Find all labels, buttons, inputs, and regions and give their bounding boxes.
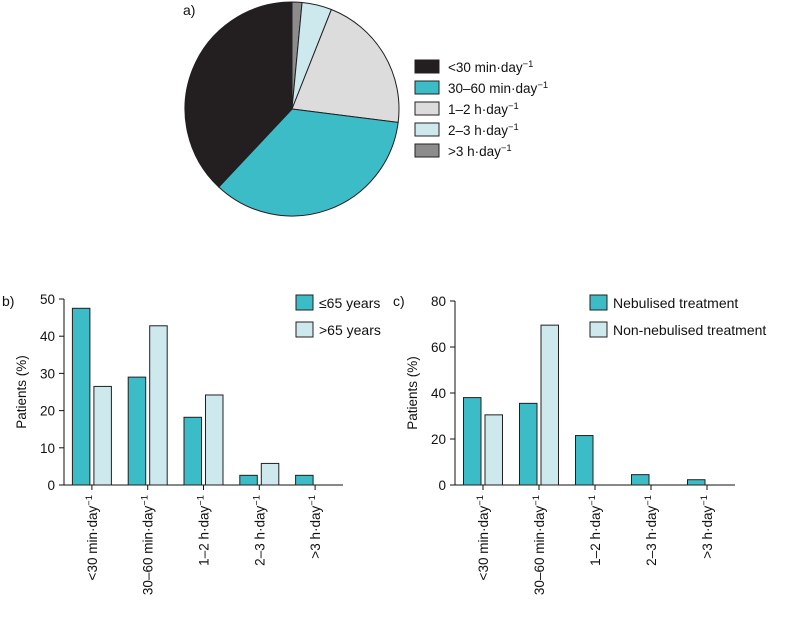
bar-le-65-years-2-3-h-day bbox=[239, 474, 258, 486]
x-tick-label-gt-3-h-day: >3 h·day−1 bbox=[699, 495, 716, 559]
legend-label-le-65-years: ≤65 years bbox=[319, 295, 380, 311]
x-tick-label-2-3-h-day: 2–3 h·day−1 bbox=[251, 495, 268, 566]
bar-chart-treatment-panel: c) 0 20 40 60 80 Patients (%) <30 min·day−1 30–… bbox=[393, 293, 766, 595]
bar-chart-age-panel: b) 0 10 20 30 40 50 Patients (%) <30 min·day−1 3… bbox=[2, 292, 381, 595]
x-tick-label-2-3-h-day: 2–3 h·day−1 bbox=[643, 495, 660, 566]
legend-swatch-gt-65-years bbox=[295, 321, 314, 338]
x-tick-label-gt-3-h-day: >3 h·day−1 bbox=[307, 495, 324, 559]
y-tick-label: 30 bbox=[40, 366, 55, 381]
pie-legend-swatch-1-2-h-day bbox=[414, 101, 440, 116]
panel-label-c: c) bbox=[393, 293, 405, 309]
y-tick-label: 40 bbox=[40, 329, 55, 344]
bar-le-65-years-gt-3-h-day bbox=[295, 474, 314, 486]
y-tick-label: 80 bbox=[431, 294, 446, 309]
legend-label-nebulised-treatment: Nebulised treatment bbox=[613, 295, 738, 311]
pie-chart-panel: a) <30 min·day−1 30–60 min·day−1 1–2 h·day… bbox=[183, 1, 548, 217]
bar-gt-65-years-2-3-h-day bbox=[260, 462, 280, 486]
bar-non-nebulised-treatment-lt-30-min-day bbox=[484, 414, 503, 486]
y-tick-label: 60 bbox=[431, 340, 446, 355]
pie-slices bbox=[184, 1, 400, 217]
x-tick-label-lt-30-min-day: <30 min·day−1 bbox=[83, 495, 100, 580]
pie-legend-swatch-lt-30-min-day bbox=[414, 59, 440, 74]
y-tick-label: 20 bbox=[40, 404, 55, 419]
bar-nebulised-treatment-gt-3-h-day bbox=[687, 479, 706, 486]
panel-label-a: a) bbox=[183, 2, 195, 18]
pie-slice-lt-30-min-day bbox=[184, 1, 293, 188]
bar-nebulised-treatment-30-60-min-day bbox=[519, 402, 538, 486]
bar-gt-65-years-30-60-min-day bbox=[149, 325, 168, 486]
x-tick-label-30-60-min-day: 30–60 min·day−1 bbox=[139, 495, 156, 595]
bar-non-nebulised-treatment-30-60-min-day bbox=[540, 324, 559, 486]
y-axis-label: Patients (%) bbox=[405, 356, 420, 430]
pie-legend-label-2-3-h-day: 2–3 h·day−1 bbox=[448, 122, 519, 139]
bar-le-65-years-1-2-h-day bbox=[183, 416, 202, 486]
y-tick-label: 0 bbox=[438, 478, 446, 493]
pie-legend: <30 min·day−1 30–60 min·day−1 1–2 h·day−1 2… bbox=[414, 59, 548, 160]
pie-slice-1-2-h-day bbox=[291, 8, 400, 123]
x-tick-label-30-60-min-day: 30–60 min·day−1 bbox=[531, 495, 548, 595]
y-tick-label: 20 bbox=[431, 432, 446, 447]
pie-legend-label-lt-30-min-day: <30 min·day−1 bbox=[448, 59, 533, 76]
bar-nebulised-treatment-2-3-h-day bbox=[631, 474, 650, 486]
pie-legend-swatch-2-3-h-day bbox=[414, 122, 440, 137]
y-axis-label: Patients (%) bbox=[14, 355, 29, 429]
bar-gt-65-years-lt-30-min-day bbox=[93, 385, 112, 486]
pie-legend-label-gt-3-h-day: >3 h·day−1 bbox=[448, 143, 512, 160]
legend-swatch-le-65-years bbox=[295, 294, 314, 311]
pie-slice-30-60-min-day bbox=[218, 108, 399, 217]
legend-swatch-non-nebulised-treatment bbox=[589, 321, 608, 338]
pie-legend-swatch-30-60-min-day bbox=[414, 80, 440, 95]
bar-nebulised-treatment-1-2-h-day bbox=[575, 435, 594, 486]
bar-le-65-years-lt-30-min-day bbox=[71, 307, 91, 486]
x-tick-label-1-2-h-day: 1–2 h·day−1 bbox=[587, 495, 604, 566]
pie-legend-label-1-2-h-day: 1–2 h·day−1 bbox=[448, 101, 519, 118]
legend-swatch-nebulised-treatment bbox=[589, 294, 608, 311]
bar-gt-65-years-1-2-h-day bbox=[205, 394, 224, 486]
pie-legend-swatch-gt-3-h-day bbox=[414, 143, 440, 158]
legend-label-gt-65-years: >65 years bbox=[319, 322, 381, 338]
bar-le-65-years-30-60-min-day bbox=[127, 376, 147, 486]
panel-label-b: b) bbox=[2, 293, 14, 309]
pie-legend-label-30-60-min-day: 30–60 min·day−1 bbox=[448, 80, 548, 97]
y-tick-label: 40 bbox=[431, 386, 446, 401]
bar-nebulised-treatment-lt-30-min-day bbox=[463, 397, 482, 486]
x-tick-label-lt-30-min-day: <30 min·day−1 bbox=[475, 495, 492, 580]
y-tick-label: 0 bbox=[47, 478, 55, 493]
x-tick-label-1-2-h-day: 1–2 h·day−1 bbox=[195, 495, 212, 566]
y-tick-label: 10 bbox=[40, 441, 55, 456]
y-tick-label: 50 bbox=[40, 292, 55, 307]
legend-label-non-nebulised-treatment: Non-nebulised treatment bbox=[613, 322, 766, 338]
